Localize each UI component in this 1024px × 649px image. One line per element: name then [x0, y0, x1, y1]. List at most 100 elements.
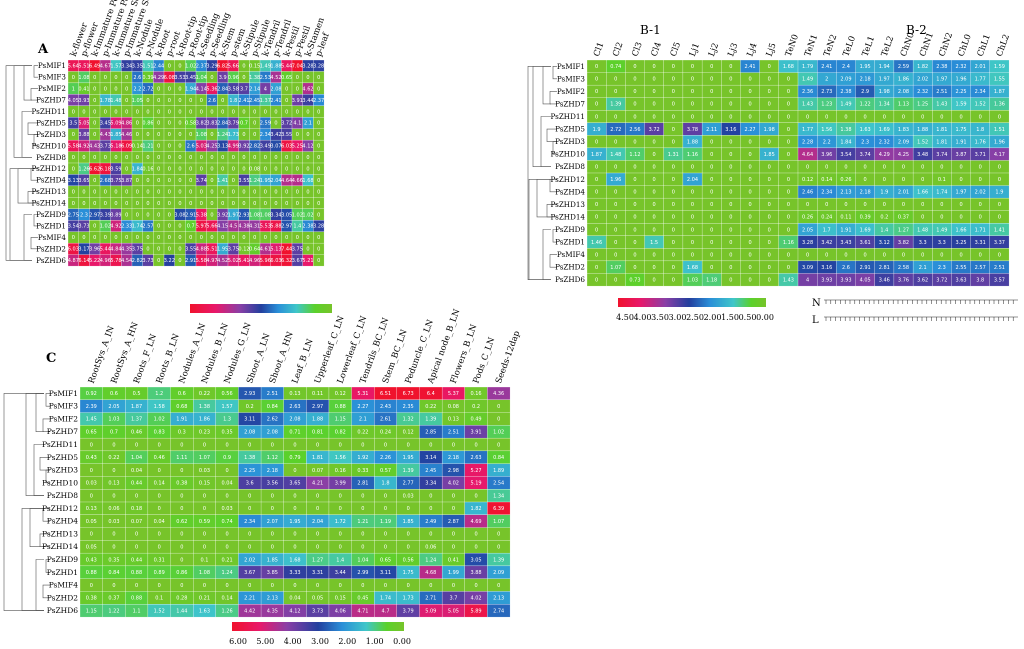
- heatmap-cell-value: 0.84: [493, 455, 504, 461]
- heatmap-cell-value: 3.6: [246, 481, 254, 487]
- row-label: PsZHD6: [555, 275, 585, 284]
- heatmap-cell-value: 0: [768, 102, 771, 108]
- heatmap-cell-value: 1.44: [176, 608, 187, 614]
- heatmap-cell-value: 0: [729, 89, 732, 95]
- heatmap-cell-value: 0: [157, 224, 160, 230]
- panel-c: C RootSys_A_INRootSys_A_HNRoots_F_LNRoot…: [3, 307, 523, 646]
- heatmap-cell-value: 0: [93, 155, 96, 161]
- heatmap-cell-value: 0: [959, 202, 962, 208]
- heatmap-cell-value: 1.87: [131, 404, 142, 410]
- heatmap-cell-value: 0.18: [131, 506, 142, 512]
- heatmap-cell-value: 4.64: [281, 178, 292, 184]
- heatmap-cell-value: 1.68: [289, 557, 300, 563]
- heatmap-cell-value: 3.82: [898, 240, 909, 246]
- heatmap-cell-value: 0: [178, 155, 181, 161]
- legend-tick-label: 2.50: [686, 313, 704, 322]
- legend-tick-label: 0.50: [739, 313, 757, 322]
- heatmap-cell-value: 0: [178, 247, 181, 253]
- heatmap-cell-value: 0: [497, 442, 500, 448]
- heatmap-cell-value: 1.59: [955, 102, 966, 108]
- heatmap-cell-value: 3.91: [470, 430, 481, 436]
- heatmap-cell-value: 0: [114, 86, 117, 92]
- heatmap-cell-value: 0: [210, 212, 213, 218]
- heatmap-cell-value: 2.45: [425, 468, 436, 474]
- heatmap-cell-value: 0: [285, 98, 288, 104]
- heatmap-cell-value: 0: [242, 201, 245, 207]
- row-label: PsZHD14: [42, 542, 78, 551]
- heatmap-cell-value: 0: [93, 86, 96, 92]
- heatmap-cell-value: 2.07: [267, 519, 278, 525]
- heatmap-cell-value: 0: [710, 265, 713, 271]
- heatmap-cell-value: 0: [180, 506, 183, 512]
- heatmap-cell-value: 1.38: [199, 404, 210, 410]
- heatmap-cell-value: 0.35: [108, 557, 119, 563]
- heatmap-cell-value: 2.18: [860, 77, 871, 83]
- dendrogram-branch: [42, 584, 50, 599]
- heatmap-cell-value: 0: [189, 201, 192, 207]
- heatmap-cell-value: 0.44: [131, 557, 142, 563]
- heatmap-cell-value: 1.15: [86, 608, 97, 614]
- legend-tick-label: 4.00: [634, 313, 652, 322]
- heatmap-cell-value: 3.88: [470, 570, 481, 576]
- heatmap-cell-value: 0: [748, 252, 751, 258]
- heatmap-cell-value: 0: [296, 109, 299, 115]
- heatmap-cell-value: 0: [317, 258, 320, 264]
- heatmap-cell-value: 3.72: [649, 127, 660, 133]
- heatmap-cell-value: 2.32: [955, 64, 966, 70]
- heatmap-cell-value: 2.6: [208, 98, 216, 104]
- heatmap-cell-value: 3.11: [380, 570, 391, 576]
- heatmap-cell-value: 0: [317, 178, 320, 184]
- heatmap-cell-value: 0: [242, 235, 245, 241]
- heatmap-cell-value: 3.3: [938, 240, 946, 246]
- heatmap-cell-value: 0: [998, 114, 1001, 120]
- heatmap-cell-value: 0: [806, 114, 809, 120]
- heatmap-cell-value: 0.6: [110, 391, 118, 397]
- heatmap-cell-value: 2.01: [975, 64, 986, 70]
- heatmap-cell-value: 0: [93, 121, 96, 127]
- heatmap-cell-value: 3.39: [100, 212, 111, 218]
- heatmap-cell-value: 0: [614, 227, 617, 233]
- heatmap-cell-value: 3.83: [206, 121, 217, 127]
- heatmap-cell-value: 0: [104, 189, 107, 195]
- heatmap-cell-value: 3.3: [919, 240, 927, 246]
- heatmap-cell-value: 0: [316, 545, 319, 551]
- heatmap-cell-value: 2.45: [249, 98, 260, 104]
- heatmap-cell-value: 3.73: [100, 144, 111, 150]
- row-label: PsMIF2: [557, 87, 585, 96]
- heatmap-cell-value: 0: [180, 545, 183, 551]
- heatmap-cell-value: 2.58: [898, 265, 909, 271]
- row-label: PsZHD8: [36, 153, 66, 162]
- heatmap-cell-value: 2.13: [267, 596, 278, 602]
- heatmap-cell-value: 0: [653, 77, 656, 83]
- heatmap-cell-value: 0.82: [335, 430, 346, 436]
- heatmap-cell-value: 0: [768, 114, 771, 120]
- heatmap-cell-value: 0: [221, 155, 224, 161]
- heatmap-cell-value: 1.97: [879, 77, 890, 83]
- heatmap-cell-value: 1.24: [217, 132, 228, 138]
- heatmap-cell-value: 4.14: [196, 86, 207, 92]
- heatmap-cell-value: 4.02: [470, 596, 481, 602]
- heatmap-cell-value: 0: [595, 102, 598, 108]
- row-label: PsZHD9: [36, 210, 66, 219]
- legend-tick-label: 4.50: [616, 313, 634, 322]
- heatmap-cell-value: 0: [998, 202, 1001, 208]
- heatmap-cell-value: 1.24: [222, 570, 233, 576]
- heatmap-cell-value: 0: [595, 227, 598, 233]
- heatmap-cell-value: 2.18: [860, 190, 871, 196]
- heatmap-cell-value: 0: [274, 189, 277, 195]
- dendrogram-branch: [552, 65, 557, 80]
- heatmap-cell-value: 1.68: [783, 64, 794, 70]
- heatmap-cell-value: 0: [221, 167, 224, 173]
- heatmap-cell-value: 1.56: [821, 127, 832, 133]
- column-label: Lj5: [765, 42, 779, 58]
- heatmap-cell-value: 0: [317, 167, 320, 173]
- heatmap-cell-value: 1.66: [955, 227, 966, 233]
- heatmap-cell-value: 0.15: [249, 64, 260, 70]
- heatmap-cell-value: 1.49: [802, 77, 813, 83]
- panel-b-row-labels: PsMIF1 PsMIF3 PsMIF2 PsZHD7 PsZHD11 PsZHD5 PsZ…: [550, 62, 585, 284]
- heatmap-cell-value: 0: [653, 227, 656, 233]
- heatmap-cell-value: 3.44: [302, 98, 313, 104]
- heatmap-cell-value: 4.12: [289, 608, 300, 614]
- heatmap-cell-value: 0: [93, 201, 96, 207]
- heatmap-cell-value: 0: [146, 235, 149, 241]
